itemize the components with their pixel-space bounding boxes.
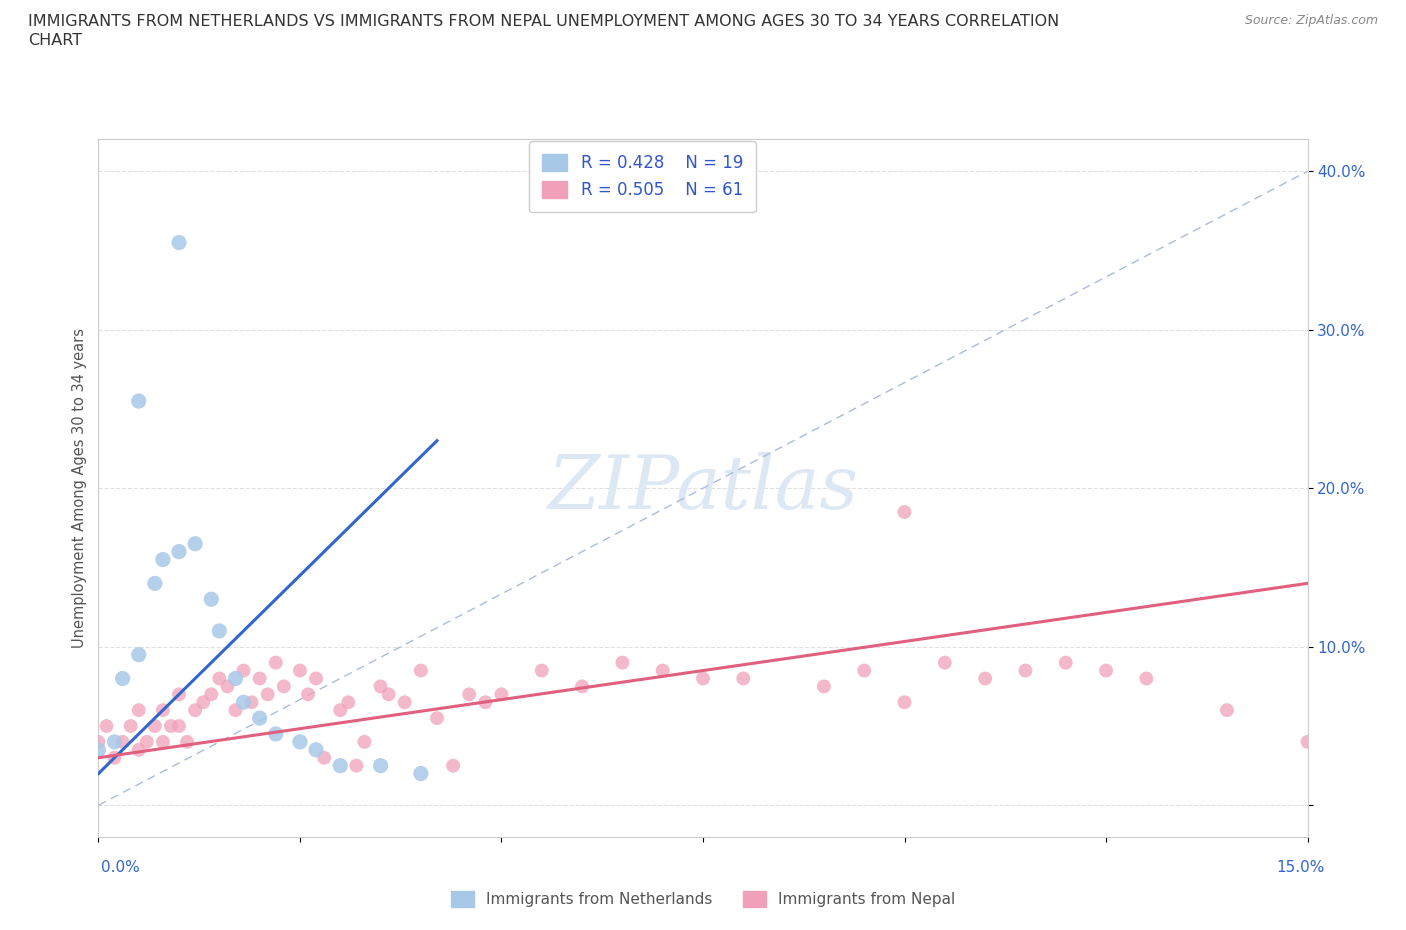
Point (273, 679, 295, 694)
Point (128, 742, 150, 757)
Point (441, 758, 464, 773)
Point (893, 505, 915, 520)
Point (530, 663, 553, 678)
Text: CHART: CHART (28, 33, 82, 47)
Point (103, 735, 125, 750)
Point (208, 623, 231, 638)
Point (167, 235, 190, 250)
Point (934, 655, 956, 670)
Point (314, 751, 336, 765)
Point (474, 695, 496, 710)
Point (329, 703, 352, 718)
Point (1014, 663, 1036, 678)
Point (200, 591, 222, 606)
Legend: Immigrants from Netherlands, Immigrants from Nepal: Immigrants from Netherlands, Immigrants … (444, 884, 962, 913)
Point (337, 695, 360, 710)
Legend: R = 0.428    N = 19, R = 0.505    N = 61: R = 0.428 N = 19, R = 0.505 N = 61 (529, 140, 756, 212)
Point (692, 671, 714, 686)
Point (264, 655, 287, 670)
Point (232, 663, 254, 678)
Point (167, 687, 190, 702)
Y-axis label: Unemployment Among Ages 30 to 34 years: Unemployment Among Ages 30 to 34 years (72, 328, 87, 648)
Point (612, 655, 634, 670)
Point (249, 671, 271, 686)
Point (1216, 703, 1239, 718)
Point (152, 703, 174, 718)
Point (329, 758, 352, 773)
Point (1296, 735, 1319, 750)
Point (224, 703, 246, 718)
Point (240, 695, 263, 710)
Point (120, 719, 142, 734)
Point (1095, 663, 1118, 678)
Point (128, 703, 150, 718)
Point (176, 735, 198, 750)
Point (184, 703, 207, 718)
Text: Source: ZipAtlas.com: Source: ZipAtlas.com (1244, 14, 1378, 27)
Point (167, 719, 190, 734)
Point (651, 663, 673, 678)
Point (377, 687, 399, 702)
Point (491, 687, 513, 702)
Point (103, 751, 125, 765)
Point (152, 735, 174, 750)
Point (344, 758, 367, 773)
Point (200, 687, 222, 702)
Point (111, 735, 134, 750)
Point (128, 647, 150, 662)
Point (733, 671, 755, 686)
Point (217, 679, 239, 694)
Point (135, 735, 157, 750)
Point (232, 695, 254, 710)
Point (160, 719, 183, 734)
Point (305, 742, 328, 757)
Text: 0.0%: 0.0% (101, 860, 141, 875)
Point (288, 735, 311, 750)
Point (1054, 655, 1077, 670)
Point (96, 719, 118, 734)
Point (394, 695, 416, 710)
Text: IMMIGRANTS FROM NETHERLANDS VS IMMIGRANTS FROM NEPAL UNEMPLOYMENT AMONG AGES 30 : IMMIGRANTS FROM NETHERLANDS VS IMMIGRANT… (28, 14, 1059, 29)
Point (111, 671, 134, 686)
Point (305, 671, 328, 686)
Point (1135, 671, 1157, 686)
Point (193, 695, 215, 710)
Point (571, 679, 593, 694)
Point (167, 544, 190, 559)
Point (143, 576, 166, 591)
Point (813, 679, 835, 694)
Point (87, 742, 110, 757)
Point (426, 711, 449, 725)
Point (409, 663, 432, 678)
Text: 15.0%: 15.0% (1277, 860, 1324, 875)
Point (249, 711, 271, 725)
Point (208, 671, 231, 686)
Point (297, 687, 319, 702)
Point (458, 687, 481, 702)
Point (143, 719, 166, 734)
Point (128, 393, 150, 408)
Point (152, 552, 174, 567)
Point (370, 758, 392, 773)
Point (353, 735, 375, 750)
Point (853, 663, 876, 678)
Point (893, 695, 915, 710)
Point (224, 671, 246, 686)
Point (256, 687, 278, 702)
Point (184, 537, 207, 551)
Point (87, 735, 110, 750)
Point (370, 679, 392, 694)
Point (264, 726, 287, 741)
Point (409, 766, 432, 781)
Text: ZIPatlas: ZIPatlas (547, 452, 859, 525)
Point (288, 663, 311, 678)
Point (974, 671, 997, 686)
